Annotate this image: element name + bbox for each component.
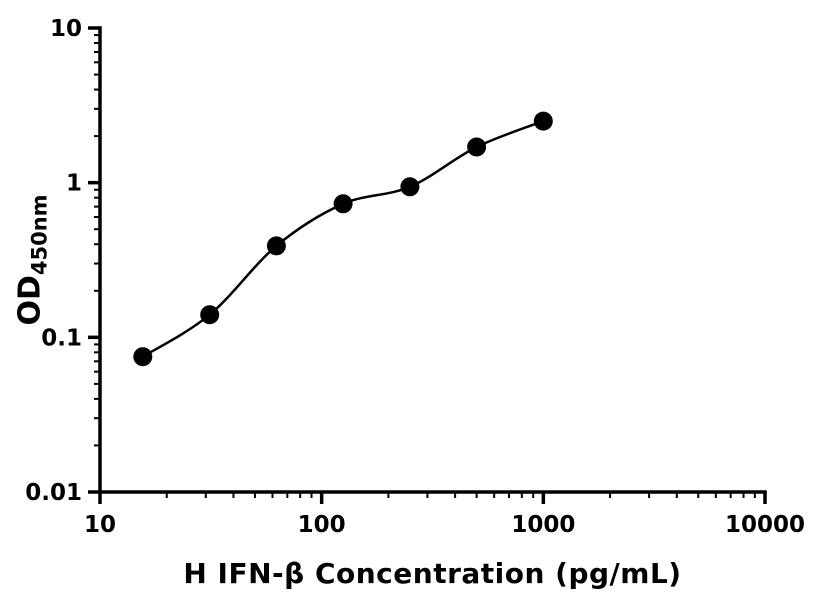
y-tick-label: 1 — [66, 171, 82, 197]
y-tick-label: 10 — [50, 16, 82, 42]
fit-curve — [142, 119, 544, 358]
y-axis-label-main: OD — [12, 275, 48, 326]
x-tick-label: 10000 — [725, 512, 805, 538]
y-tick-label: 0.01 — [25, 480, 82, 506]
data-point-marker — [266, 236, 286, 256]
y-axis-label: OD450nm — [13, 194, 52, 325]
y-axis-label-subscript: 450nm — [27, 194, 52, 276]
x-tick-label: 10 — [84, 512, 116, 538]
x-tick-label: 1000 — [511, 512, 575, 538]
data-point-marker — [400, 177, 420, 197]
x-axis-label: H IFN-β Concentration (pg/mL) — [183, 557, 682, 590]
axes — [98, 26, 767, 494]
data-point-marker — [333, 194, 353, 214]
x-tick-label: 100 — [298, 512, 346, 538]
data-point-marker — [200, 305, 220, 325]
data-point-marker — [467, 137, 487, 157]
y-tick-label: 0.1 — [41, 325, 82, 351]
data-point-marker — [133, 347, 153, 367]
data-point-marker — [533, 111, 553, 131]
